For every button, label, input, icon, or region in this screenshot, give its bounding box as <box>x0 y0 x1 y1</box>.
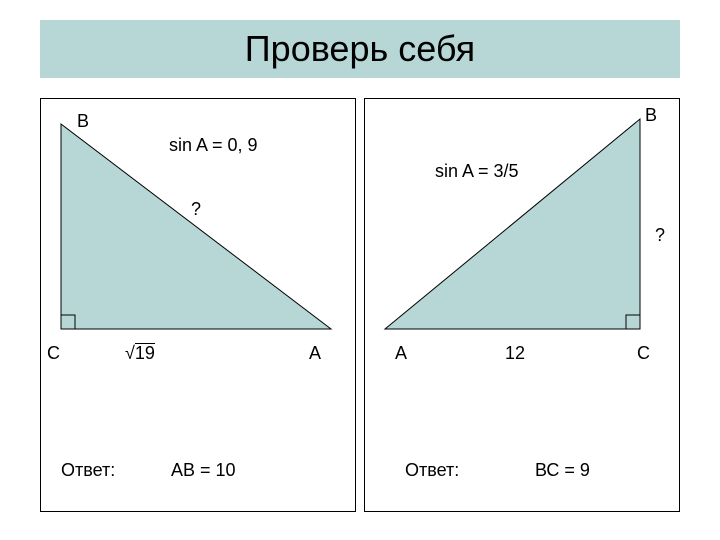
right-triangle <box>365 109 675 349</box>
answer-label-right: Ответ: <box>405 460 459 481</box>
vertex-A-left: А <box>309 343 321 364</box>
vertex-B-right: В <box>645 105 657 126</box>
vertex-C-left: С <box>47 343 60 364</box>
vertex-C-right: С <box>637 343 650 364</box>
right-panel: В sin A = 3/5 ? А 12 С Ответ: ВС = 9 <box>364 98 680 512</box>
answer-value-right: ВС = 9 <box>535 460 590 481</box>
left-panel: В sin A = 0, 9 ? С √19 А Ответ: АВ = 10 <box>40 98 356 512</box>
answer-value-left: АВ = 10 <box>171 460 236 481</box>
sinA-right: sin A = 3/5 <box>435 161 519 182</box>
vertex-B-left: В <box>77 111 89 132</box>
answer-label-left: Ответ: <box>61 460 115 481</box>
side-len-right: 12 <box>505 343 525 364</box>
panels-container: В sin A = 0, 9 ? С √19 А Ответ: АВ = 10 … <box>40 98 680 512</box>
page-title: Проверь себя <box>245 28 475 70</box>
vertex-A-right: А <box>395 343 407 364</box>
sinA-left: sin A = 0, 9 <box>169 135 258 156</box>
question-left: ? <box>191 199 201 220</box>
side-root-left: √19 <box>125 343 155 364</box>
title-band: Проверь себя <box>40 20 680 78</box>
question-right: ? <box>655 225 665 246</box>
